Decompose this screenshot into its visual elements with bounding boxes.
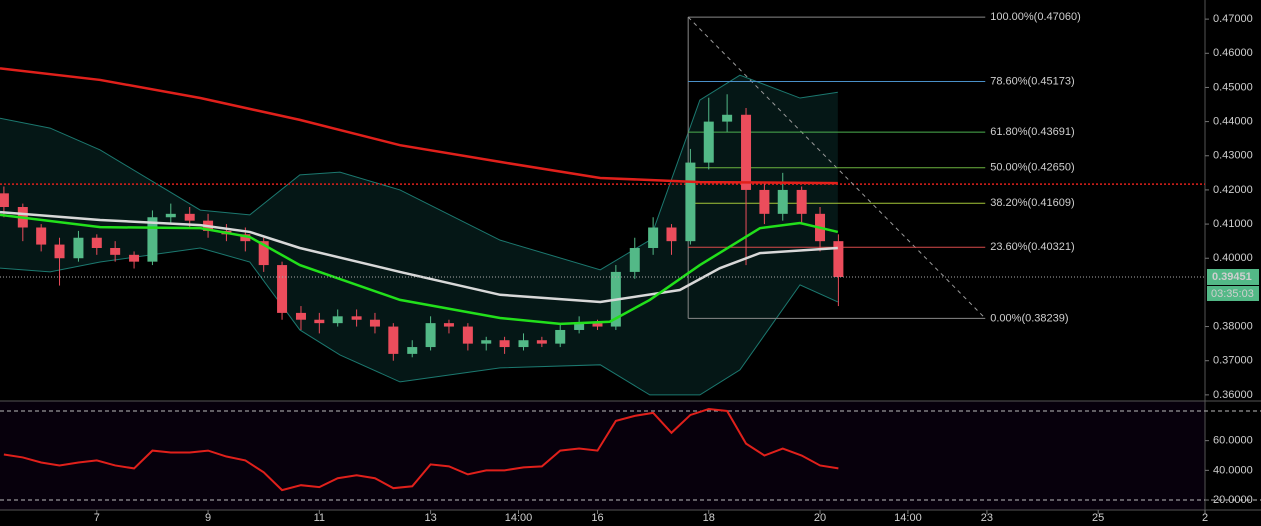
x-tick-label: 11 <box>314 512 325 524</box>
candle-body <box>0 193 9 208</box>
fib-label: 100.00%(0.47060) <box>990 11 1081 23</box>
last-price-box <box>1207 268 1259 285</box>
y-tick-label: 0.36000 <box>1213 389 1253 401</box>
fib-label: 38.20%(0.41609) <box>990 197 1074 209</box>
candle-body <box>295 312 306 320</box>
candle-body <box>369 319 380 327</box>
candle-body <box>147 217 158 262</box>
rsi-y-tick-label: 20.0000 <box>1213 494 1253 506</box>
candle-body <box>722 114 733 122</box>
x-tick-label: 14:00 <box>894 512 922 524</box>
candle-body <box>777 189 788 214</box>
countdown-box <box>1207 285 1259 301</box>
candle-body <box>110 247 121 255</box>
moving-average <box>0 210 838 304</box>
y-tick-label: 0.44000 <box>1213 116 1253 128</box>
y-tick-label: 0.46000 <box>1213 47 1253 59</box>
candle-body <box>351 316 362 320</box>
rsi-line <box>3 408 839 492</box>
countdown-label: 03:35:03 <box>1211 288 1254 300</box>
fib-label: 23.60%(0.40321) <box>990 241 1074 253</box>
candle-body <box>73 237 84 259</box>
x-tick-label: 18 <box>703 512 715 524</box>
candle-body <box>796 189 807 214</box>
candle-body <box>407 347 418 354</box>
y-tick-label: 0.47000 <box>1213 13 1253 25</box>
fib-label: 78.60%(0.45173) <box>990 75 1074 87</box>
rsi-y-tick-label: 40.0000 <box>1213 464 1253 476</box>
moving-average <box>0 213 839 326</box>
y-tick-label: 0.42000 <box>1213 184 1253 196</box>
candle-body <box>592 323 603 327</box>
bollinger-band <box>0 75 838 395</box>
candle-body <box>741 114 752 190</box>
candle-body <box>258 241 269 266</box>
candle-body <box>518 340 529 348</box>
x-tick-label: 9 <box>205 512 211 524</box>
candle-body <box>332 316 343 324</box>
x-tick-label: 20 <box>814 512 826 524</box>
y-tick-label: 0.38000 <box>1213 320 1253 332</box>
fib-label: 0.00%(0.38239) <box>990 312 1068 324</box>
candle-body <box>54 244 65 259</box>
candle-body <box>574 323 585 330</box>
x-tick-label: 14:00 <box>505 512 533 524</box>
last-price-label: 0.39451 <box>1212 271 1252 283</box>
candle-body <box>629 247 640 272</box>
candle-body <box>165 213 176 218</box>
candle-body <box>129 254 140 262</box>
candle-body <box>184 213 195 221</box>
candle-body <box>703 121 714 163</box>
rsi-background <box>0 401 1205 510</box>
candle-body <box>499 340 510 348</box>
candle-body <box>833 241 844 277</box>
candle-body <box>277 265 288 313</box>
candle-body <box>462 326 473 344</box>
y-tick-label: 0.40000 <box>1213 252 1253 264</box>
candle-body <box>240 234 251 242</box>
candle-body <box>425 323 436 348</box>
candle-body <box>555 329 566 344</box>
y-tick-label: 0.41000 <box>1213 218 1253 230</box>
y-tick-label: 0.45000 <box>1213 81 1253 93</box>
candle-body <box>91 237 102 248</box>
candle-body <box>685 162 696 242</box>
x-tick-label: 2 <box>1202 512 1208 524</box>
candle-body <box>443 323 454 327</box>
candle-body <box>759 189 770 214</box>
x-tick-label: 7 <box>94 512 100 524</box>
x-tick-label: 13 <box>424 512 436 524</box>
candle-body <box>536 340 547 344</box>
x-tick-label: 23 <box>981 512 993 524</box>
x-tick-label: 25 <box>1092 512 1104 524</box>
fib-label: 61.80%(0.43691) <box>990 126 1074 138</box>
band-upper <box>0 74 838 271</box>
candle-body <box>314 319 325 324</box>
rsi-y-tick-label: 60.0000 <box>1213 435 1253 447</box>
candle-body <box>481 340 492 344</box>
candle-body <box>648 227 659 248</box>
candle-body <box>388 326 399 354</box>
moving-average <box>0 67 838 185</box>
y-tick-label: 0.43000 <box>1213 150 1253 162</box>
candle-body <box>36 227 47 245</box>
fib-label: 50.00%(0.42650) <box>990 162 1074 174</box>
y-tick-label: 0.37000 <box>1213 355 1253 367</box>
x-tick-label: 16 <box>591 512 603 524</box>
candle-body <box>666 227 677 242</box>
